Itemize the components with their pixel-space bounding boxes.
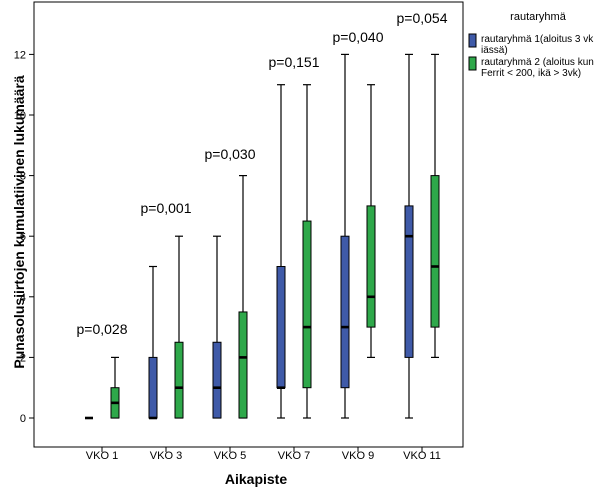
legend-label: rautaryhmä 1(aloitus 3 vk iässä)	[481, 34, 594, 56]
y-axis-label: Punasolusiirtojen kumulatiivinen lukumää…	[11, 75, 27, 369]
legend-label: rautaryhmä 2 (aloitus kun Ferrit < 200, i…	[481, 57, 594, 79]
box-body	[430, 175, 440, 328]
legend-title: rautaryhmä	[510, 11, 567, 23]
p-value-annotations: p=0,028 p=0,001 p=0,030 p=0,151 p=0,040 p=0,0…	[77, 10, 448, 337]
x-axis-label: Aikapiste	[225, 471, 287, 487]
y-axis: 0 2 4 6 8 10 12	[14, 49, 34, 425]
box-body	[276, 266, 286, 389]
box-2-vko-9	[366, 84, 376, 358]
y-tick-label: 2	[20, 352, 26, 364]
p-value-label: p=0,040	[333, 29, 384, 45]
box-body	[404, 205, 414, 358]
y-tick-label: 12	[14, 49, 26, 61]
box-1-vko-7	[276, 84, 286, 419]
p-value-label: p=0,030	[205, 146, 256, 162]
y-tick-label: 8	[20, 171, 26, 183]
legend: rautaryhmä rautaryhmä 1(aloitus 3 vk iäss…	[468, 11, 594, 79]
box-2-vko-7	[302, 84, 312, 419]
box-body	[238, 311, 248, 419]
y-tick-label: 0	[20, 413, 26, 425]
box-1-vko-9	[340, 53, 350, 419]
box-body	[366, 205, 376, 328]
x-tick-label: VKO 9	[342, 450, 374, 462]
box-1-vko-11	[404, 53, 414, 419]
box-body	[340, 235, 350, 389]
box-2-vko-3	[174, 235, 184, 419]
box-body	[212, 341, 222, 419]
box-group	[85, 53, 440, 420]
box-2-vko-5	[238, 175, 248, 419]
x-tick-label: VKO 11	[403, 450, 441, 462]
plot-area	[33, 1, 464, 448]
x-tick-label: VKO 3	[150, 450, 182, 462]
p-value-label: p=0,028	[77, 321, 128, 337]
y-tick-label: 4	[20, 292, 26, 304]
y-tick-label: 10	[14, 110, 26, 122]
p-value-label: p=0,001	[141, 200, 192, 216]
box-2-vko-11	[430, 53, 440, 358]
box-2-vko-1	[110, 356, 120, 419]
box-body	[148, 356, 158, 419]
x-axis: VKO 1 VKO 3 VKO 5 VKO 7 VKO 9 VKO 11	[86, 447, 441, 462]
p-value-label: p=0,054	[397, 10, 448, 26]
box-body	[302, 220, 312, 389]
x-tick-label: VKO 1	[86, 450, 118, 462]
legend-swatch	[468, 56, 477, 71]
x-tick-label: VKO 7	[278, 450, 310, 462]
p-value-label: p=0,151	[269, 54, 320, 70]
box-1-vko-5	[212, 235, 222, 419]
x-tick-label: VKO 5	[214, 450, 246, 462]
box-body	[174, 341, 184, 419]
y-tick-label: 6	[20, 231, 26, 243]
legend-swatch	[468, 33, 477, 48]
box-1-vko-3	[148, 265, 158, 420]
